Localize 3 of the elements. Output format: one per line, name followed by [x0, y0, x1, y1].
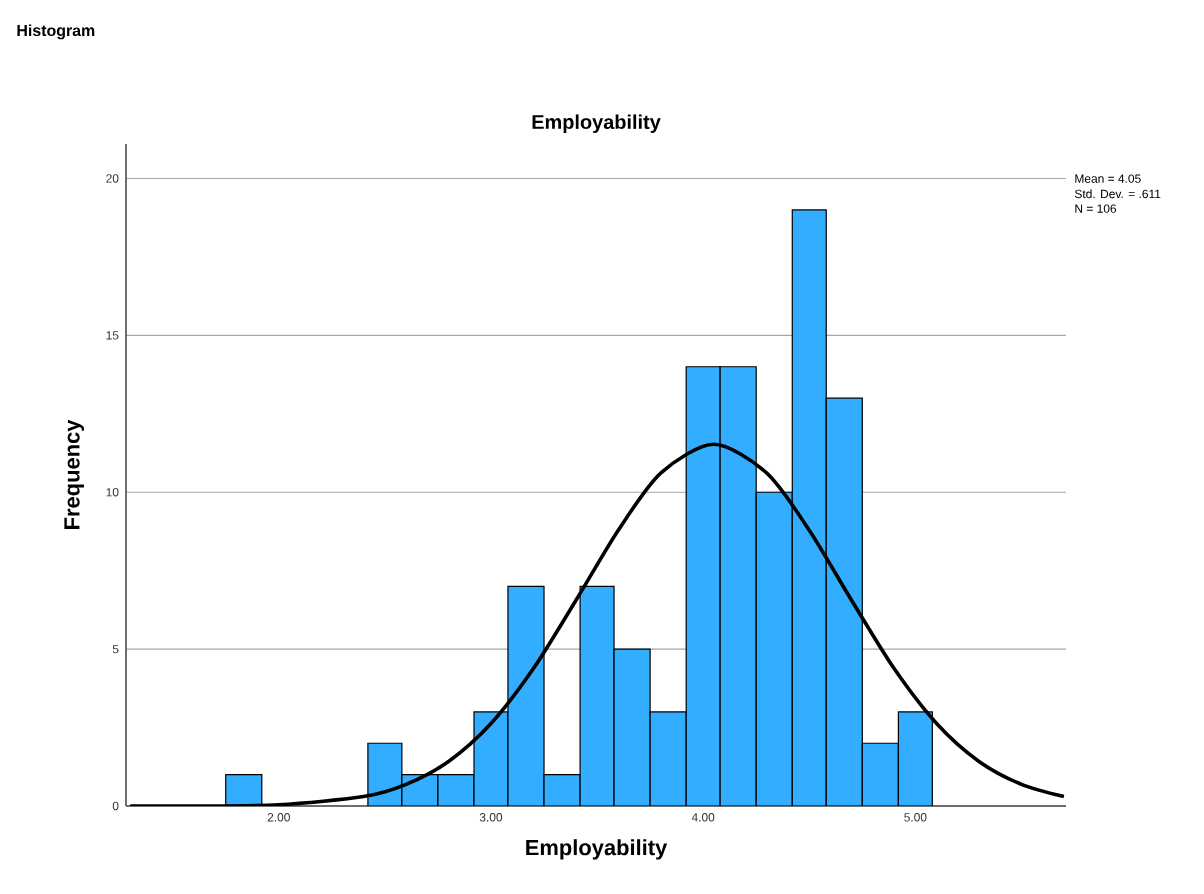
y-axis-title: Frequency: [64, 419, 84, 529]
chart-title: Employability: [532, 114, 661, 133]
x-axis-title: Employability: [526, 839, 668, 860]
